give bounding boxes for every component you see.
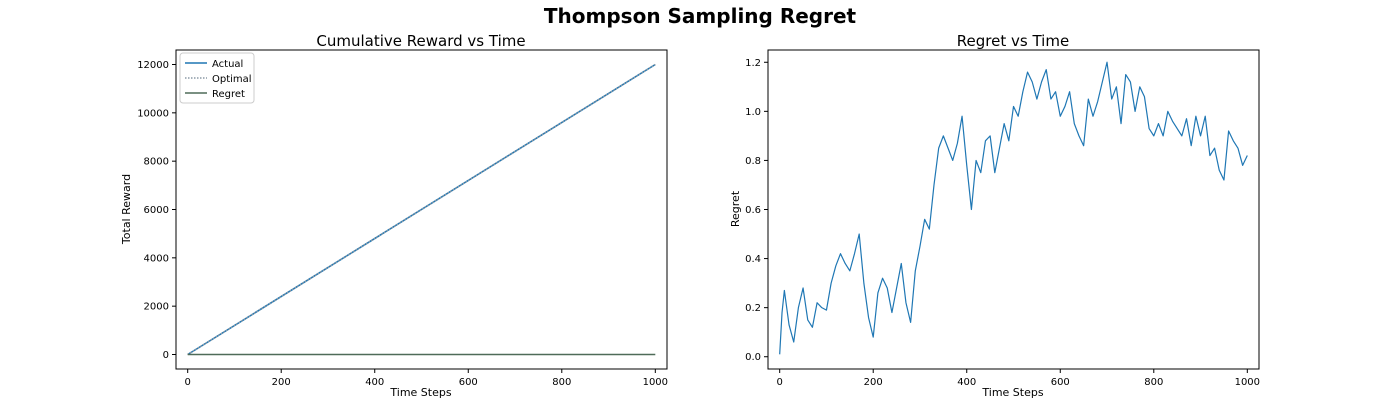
x-tick-label: 0 [185,377,191,388]
x-tick-label: 600 [1051,377,1070,388]
plot-frame [175,49,668,370]
series-line-actual [187,63,656,356]
chart-title: Regret vs Time [957,32,1069,50]
legend-label-actual: Actual [212,59,243,70]
y-axis-label: Total Reward [120,174,133,245]
cumulative-reward-chart: Cumulative Reward vs Time Time Steps Tot… [120,32,668,399]
y-tick-label: 0 [163,350,169,361]
y-tick-label: 10000 [137,108,169,119]
figure-title: Thompson Sampling Regret [544,4,857,28]
x-tick-label: 200 [272,377,291,388]
legend: Actual Optimal Regret [179,52,255,104]
y-tick-label: 12000 [137,60,169,71]
x-tick-label: 400 [957,377,976,388]
plot-frame [767,49,1260,370]
y-tick-label: 0.4 [745,254,761,265]
y-tick-label: 0.2 [745,303,761,314]
x-tick-label: 800 [552,377,571,388]
y-axis-label: Regret [729,190,742,227]
series-line-regret-trace [779,61,1248,355]
y-tick-label: 8000 [144,157,169,168]
chart-title: Cumulative Reward vs Time [316,32,525,50]
x-axis-label: Time Steps [981,386,1043,399]
x-tick-label: 1000 [1235,377,1260,388]
x-tick-label: 600 [459,377,478,388]
y-tick-label: 2000 [144,302,169,313]
legend-label-regret: Regret [212,89,245,100]
x-tick-label: 1000 [643,377,668,388]
x-tick-label: 400 [365,377,384,388]
x-tick-label: 0 [777,377,783,388]
regret-chart: Regret vs Time Time Steps Regret 0 200 400… [729,32,1260,399]
x-axis-label: Time Steps [389,386,451,399]
legend-box [179,52,255,104]
y-tick-label: 1.2 [745,58,761,69]
x-tick-label: 800 [1144,377,1163,388]
y-tick-label: 1.0 [745,107,761,118]
y-tick-label: 6000 [144,205,169,216]
x-tick-label: 200 [864,377,883,388]
legend-label-optimal: Optimal [212,74,252,85]
y-tick-label: 0.0 [745,352,761,363]
y-tick-label: 4000 [144,253,169,264]
y-tick-label: 0.6 [745,205,761,216]
y-tick-label: 0.8 [745,156,761,167]
